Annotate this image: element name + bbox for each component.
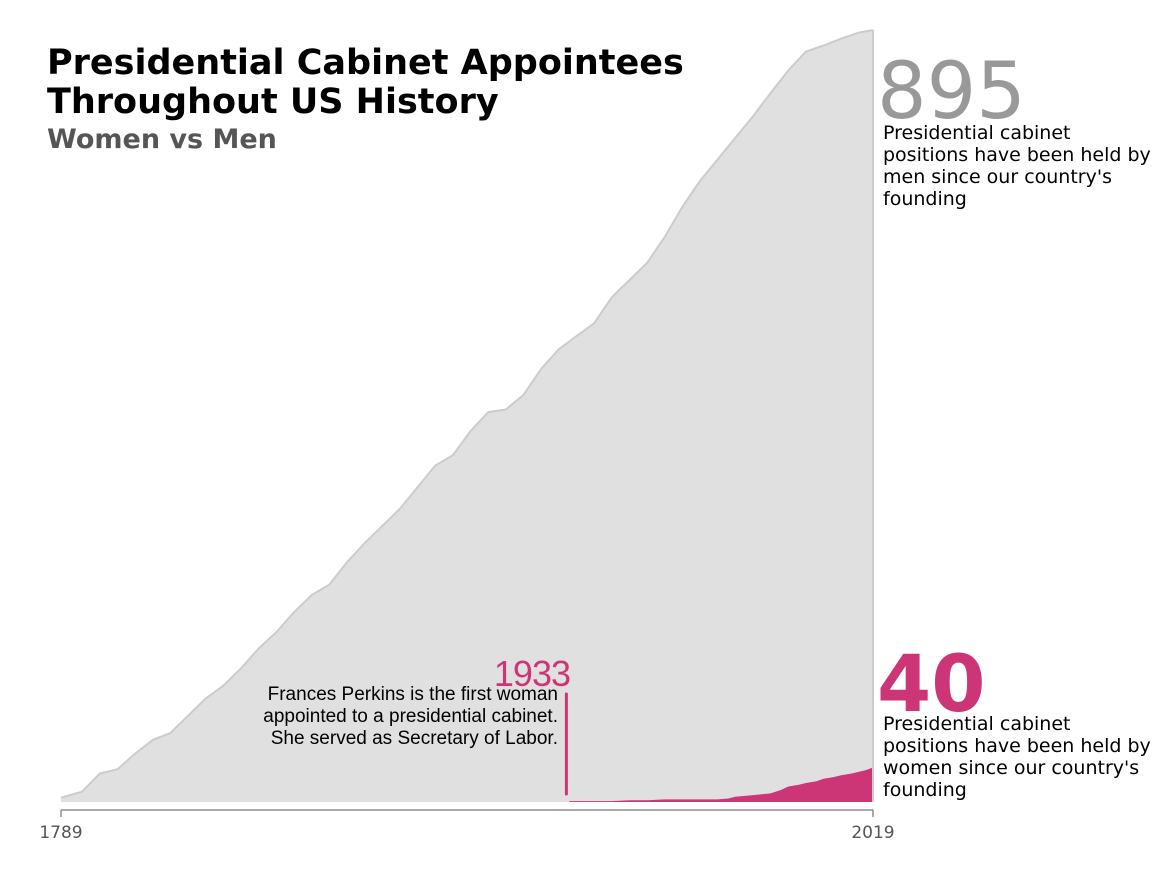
women-total-number: 40: [877, 640, 986, 730]
chart-title: Presidential Cabinet Appointees Througho…: [47, 43, 684, 122]
x-axis: 1789 2019: [39, 809, 895, 843]
men-series: [60, 29, 874, 802]
annotation-year: 1933: [493, 653, 571, 694]
men-total-description: Presidential cabinet positions have been…: [883, 122, 1151, 210]
women-area: [569, 767, 873, 802]
men-total-number: 895: [877, 47, 1026, 137]
x-tick-label: 2019: [851, 823, 894, 843]
women-total-description: Presidential cabinet positions have been…: [883, 713, 1151, 801]
annotation-text: Frances Perkins is the first woman appoi…: [263, 684, 558, 749]
chart-subtitle: Women vs Men: [47, 124, 277, 155]
men-area: [61, 30, 873, 802]
women-series: [569, 767, 873, 802]
men-series-line: [60, 29, 874, 799]
x-tick-label: 1789: [39, 823, 82, 843]
